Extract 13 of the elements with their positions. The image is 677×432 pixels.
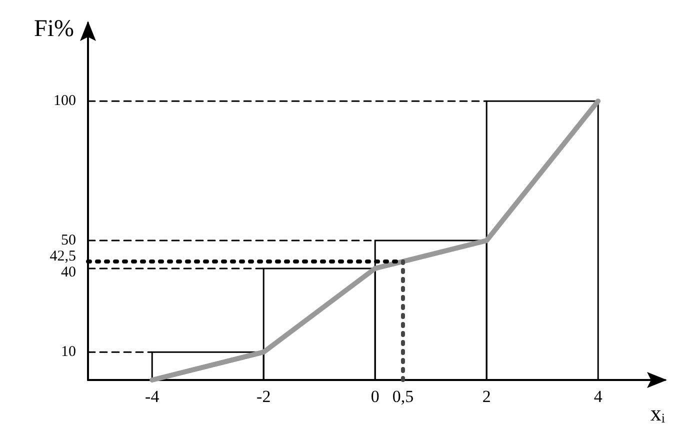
y-tick-label: 10 <box>61 344 76 360</box>
x-tick-label: 4 <box>594 387 603 406</box>
x-tick-label: 0 <box>370 387 380 406</box>
y-tick-label: 100 <box>54 93 76 110</box>
y-tick-label: 40 <box>61 264 76 280</box>
y-axis-title: Fi% <box>34 16 74 42</box>
y-tick-label: 50 <box>61 232 76 249</box>
y-tick-label: 42,5 <box>50 248 76 264</box>
x-tick-label: -4 <box>145 387 160 406</box>
x-axis-title: xᵢ <box>650 400 666 426</box>
x-tick-label: 2 <box>482 387 491 406</box>
x-tick-label: 0,5 <box>392 387 414 406</box>
x-tick-label: -2 <box>256 387 271 406</box>
